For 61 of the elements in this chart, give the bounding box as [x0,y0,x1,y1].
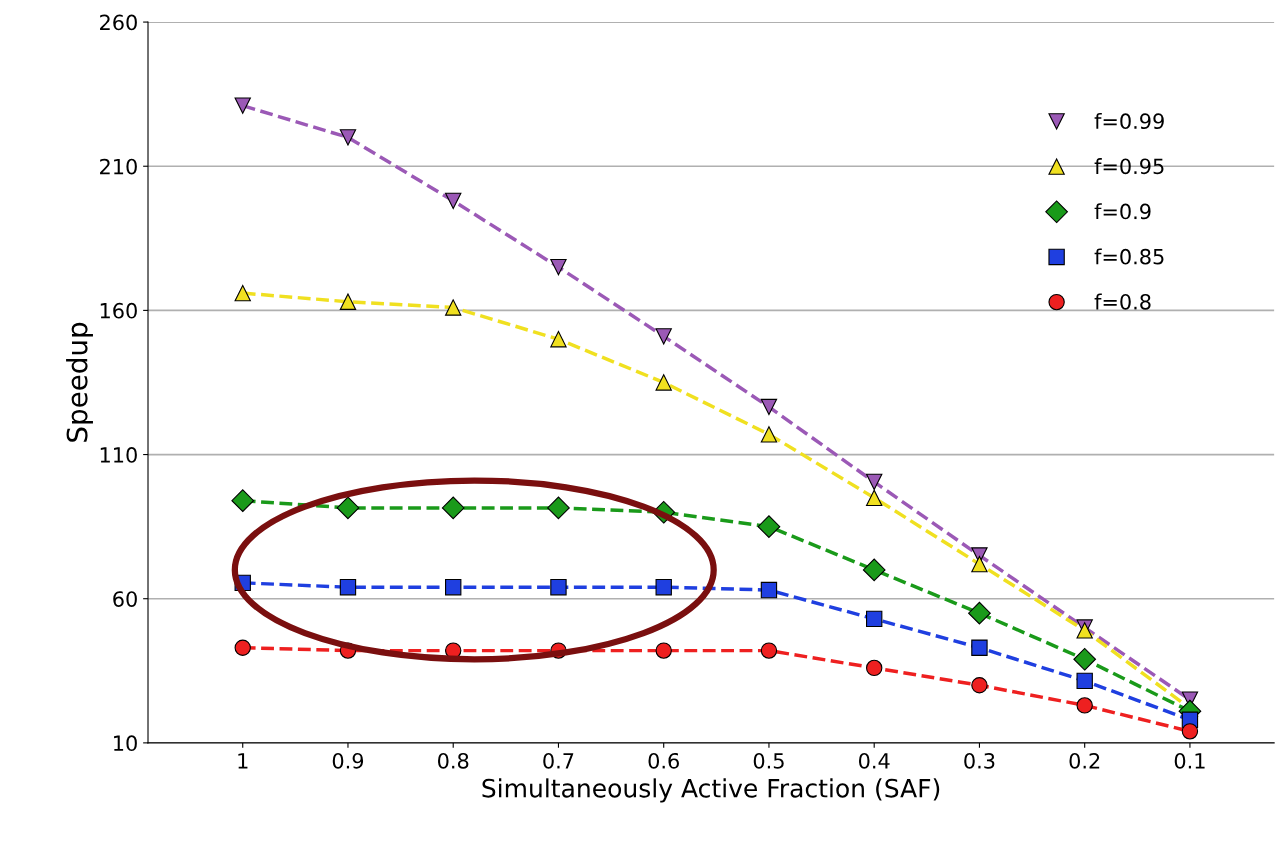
x-tick-label: 0.9 [332,752,364,769]
point [760,426,778,443]
point [760,642,778,659]
point [1076,672,1093,690]
point [1181,723,1199,740]
point [971,639,988,656]
legend-label: f=0.85 [1094,248,1164,265]
point [445,578,462,596]
point [550,331,567,348]
point [968,601,991,625]
point [441,496,465,520]
point [336,496,360,520]
legend-label: f=0.9 [1094,203,1151,220]
x-axis-title: Simultaneously Active Fraction (SAF) [482,778,940,803]
legend-label: f=0.95 [1094,158,1164,175]
x-tick-label: 0.7 [543,752,574,769]
point [339,129,357,146]
point [757,515,781,538]
x-tick-label: 0.3 [964,752,995,769]
point [866,473,883,491]
legend-label: f=0.8 [1094,293,1151,310]
point [866,610,883,628]
point [1073,647,1097,671]
x-tick-label: 0.1 [1174,752,1205,769]
y-tick-label: 110 [100,447,137,463]
point [866,489,883,506]
point [862,558,886,582]
legend-label: f=0.99 [1094,112,1164,130]
point [1076,697,1093,714]
point [760,581,778,599]
x-tick-label: 0.8 [438,752,469,769]
y-tick-label: 60 [113,591,137,607]
point [234,284,251,302]
point [655,328,672,345]
x-tick-label: 0.4 [859,752,890,769]
point [550,578,567,596]
y-axis-title: Speedup [66,322,93,442]
point [760,398,778,416]
point [971,555,988,573]
point [445,299,462,316]
y-tick-label: 260 [100,14,137,31]
point [866,659,883,677]
x-tick-label: 1 [238,753,248,769]
x-tick-label: 0.6 [648,752,679,769]
point [655,578,672,596]
point [339,578,357,596]
y-tick-label: 210 [100,158,137,175]
point [234,97,251,114]
y-tick-label: 160 [100,302,137,319]
x-tick-label: 0.2 [1069,752,1100,769]
point [655,642,672,659]
point [234,639,251,656]
x-tick-label: 0.5 [753,752,784,769]
point [547,496,570,520]
point [231,489,255,513]
point [550,258,567,276]
point [339,293,357,310]
point [655,374,672,391]
point [445,192,462,210]
point [971,677,988,694]
y-tick-label: 10 [114,735,137,752]
